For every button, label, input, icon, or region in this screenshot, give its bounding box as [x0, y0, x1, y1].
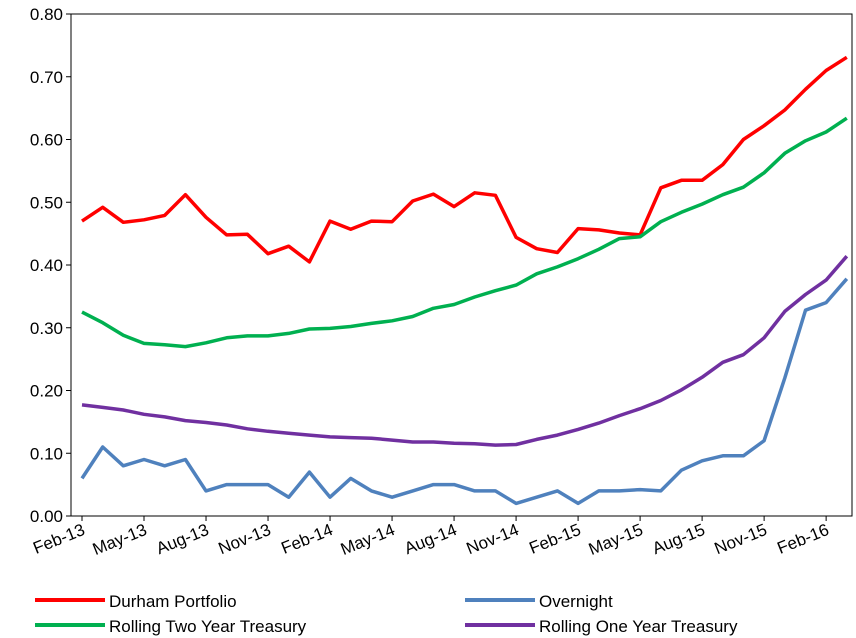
x-tick-label: Feb-14 [278, 520, 335, 558]
y-tick-label: 0.30 [30, 319, 63, 338]
x-tick-label: Feb-16 [775, 520, 832, 558]
x-tick-label: Nov-13 [216, 520, 274, 558]
y-tick-label: 0.50 [30, 193, 63, 212]
legend-label: Rolling Two Year Treasury [109, 617, 307, 636]
series-line [81, 255, 849, 447]
y-tick-label: 0.80 [30, 5, 63, 24]
x-tick-label: May-14 [338, 520, 398, 559]
y-tick-label: 0.40 [30, 256, 63, 275]
legend-label: Overnight [539, 592, 613, 611]
x-tick-label: Aug-15 [650, 520, 708, 558]
x-tick-label: Nov-15 [712, 520, 770, 558]
y-tick-label: 0.10 [30, 444, 63, 463]
series-line [81, 116, 848, 349]
y-tick-label: 0.00 [30, 507, 63, 526]
x-tick-label: Nov-14 [464, 520, 522, 558]
series-line [81, 55, 848, 264]
x-tick-label: Aug-13 [154, 520, 212, 558]
x-tick-label: May-15 [586, 520, 646, 559]
x-tick-label: Aug-14 [402, 520, 460, 558]
legend-label: Durham Portfolio [109, 592, 237, 611]
legend-label: Rolling One Year Treasury [539, 617, 738, 636]
series-line [80, 277, 849, 506]
x-tick-label: Feb-15 [527, 520, 584, 558]
x-tick-label: May-13 [90, 520, 150, 559]
plot-area [70, 13, 853, 517]
y-tick-label: 0.60 [30, 131, 63, 150]
y-tick-label: 0.70 [30, 68, 63, 87]
y-tick-label: 0.20 [30, 382, 63, 401]
